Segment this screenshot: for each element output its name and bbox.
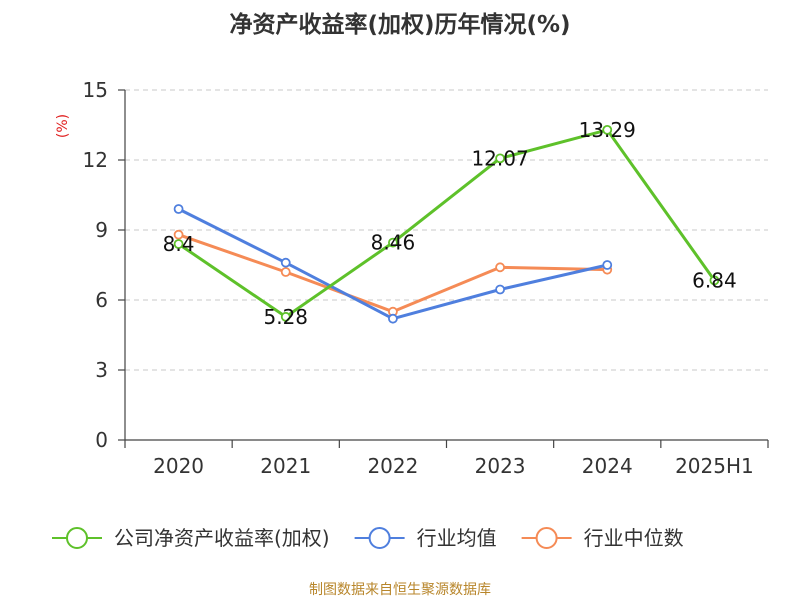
data-point bbox=[495, 284, 505, 295]
y-axis-unit: (%) bbox=[55, 114, 71, 138]
data-label: 6.84 bbox=[692, 268, 737, 292]
legend-swatch-marker bbox=[368, 527, 391, 549]
legend-label: 公司净资产收益率(加权) bbox=[114, 526, 330, 550]
data-label: 13.29 bbox=[579, 118, 636, 142]
data-label: 12.07 bbox=[471, 146, 528, 170]
series-line bbox=[177, 128, 716, 319]
data-point bbox=[280, 311, 291, 322]
x-tick-label: 2022 bbox=[367, 454, 418, 478]
x-tick-label: 2024 bbox=[582, 454, 633, 478]
data-point bbox=[173, 229, 184, 240]
x-tick-label: 2025H1 bbox=[675, 454, 754, 478]
y-tick-label: 0 bbox=[95, 428, 108, 452]
x-tick-label: 2023 bbox=[475, 454, 526, 478]
y-tick-label: 6 bbox=[95, 288, 108, 312]
data-point bbox=[173, 239, 184, 249]
legend-swatch-marker bbox=[535, 527, 558, 549]
data-point bbox=[388, 237, 398, 248]
data-label-layer: 8.4 5.28 8.46 12.07 13.29 6.84 bbox=[163, 118, 737, 329]
y-tick-label: 15 bbox=[83, 78, 108, 102]
data-label: 8.46 bbox=[371, 231, 416, 255]
data-point bbox=[280, 267, 291, 277]
data-point bbox=[495, 262, 505, 273]
data-label: 5.28 bbox=[263, 305, 308, 329]
series-line bbox=[177, 207, 608, 321]
data-point bbox=[280, 257, 291, 268]
grid-layer bbox=[125, 89, 768, 371]
x-tick-label: 2020 bbox=[153, 454, 204, 478]
axis-layer: 0 3 6 9 12 15 2020 2021 2022 2023 2024 2025H1 bbox=[83, 78, 769, 478]
y-tick-label: 12 bbox=[83, 148, 108, 172]
data-point bbox=[602, 260, 613, 270]
legend: 公司净资产收益率(加权) 行业均值 行业中位数 bbox=[52, 526, 684, 550]
data-point bbox=[602, 124, 613, 135]
data-point bbox=[495, 153, 505, 164]
data-point bbox=[709, 275, 720, 286]
y-tick-label: 9 bbox=[95, 218, 108, 242]
chart-title: 净资产收益率(加权)历年情况(%) bbox=[229, 11, 570, 38]
series-layer bbox=[173, 124, 720, 324]
legend-label: 行业均值 bbox=[417, 526, 497, 550]
data-label: 8.4 bbox=[163, 232, 195, 256]
data-point bbox=[388, 313, 398, 324]
y-tick-label: 3 bbox=[95, 358, 108, 382]
legend-swatch-marker bbox=[66, 527, 88, 549]
x-tick-label: 2021 bbox=[260, 454, 311, 478]
data-point bbox=[173, 204, 184, 214]
source-note: 制图数据来自恒生聚源数据库 bbox=[309, 582, 491, 598]
legend-label: 行业中位数 bbox=[584, 526, 684, 550]
